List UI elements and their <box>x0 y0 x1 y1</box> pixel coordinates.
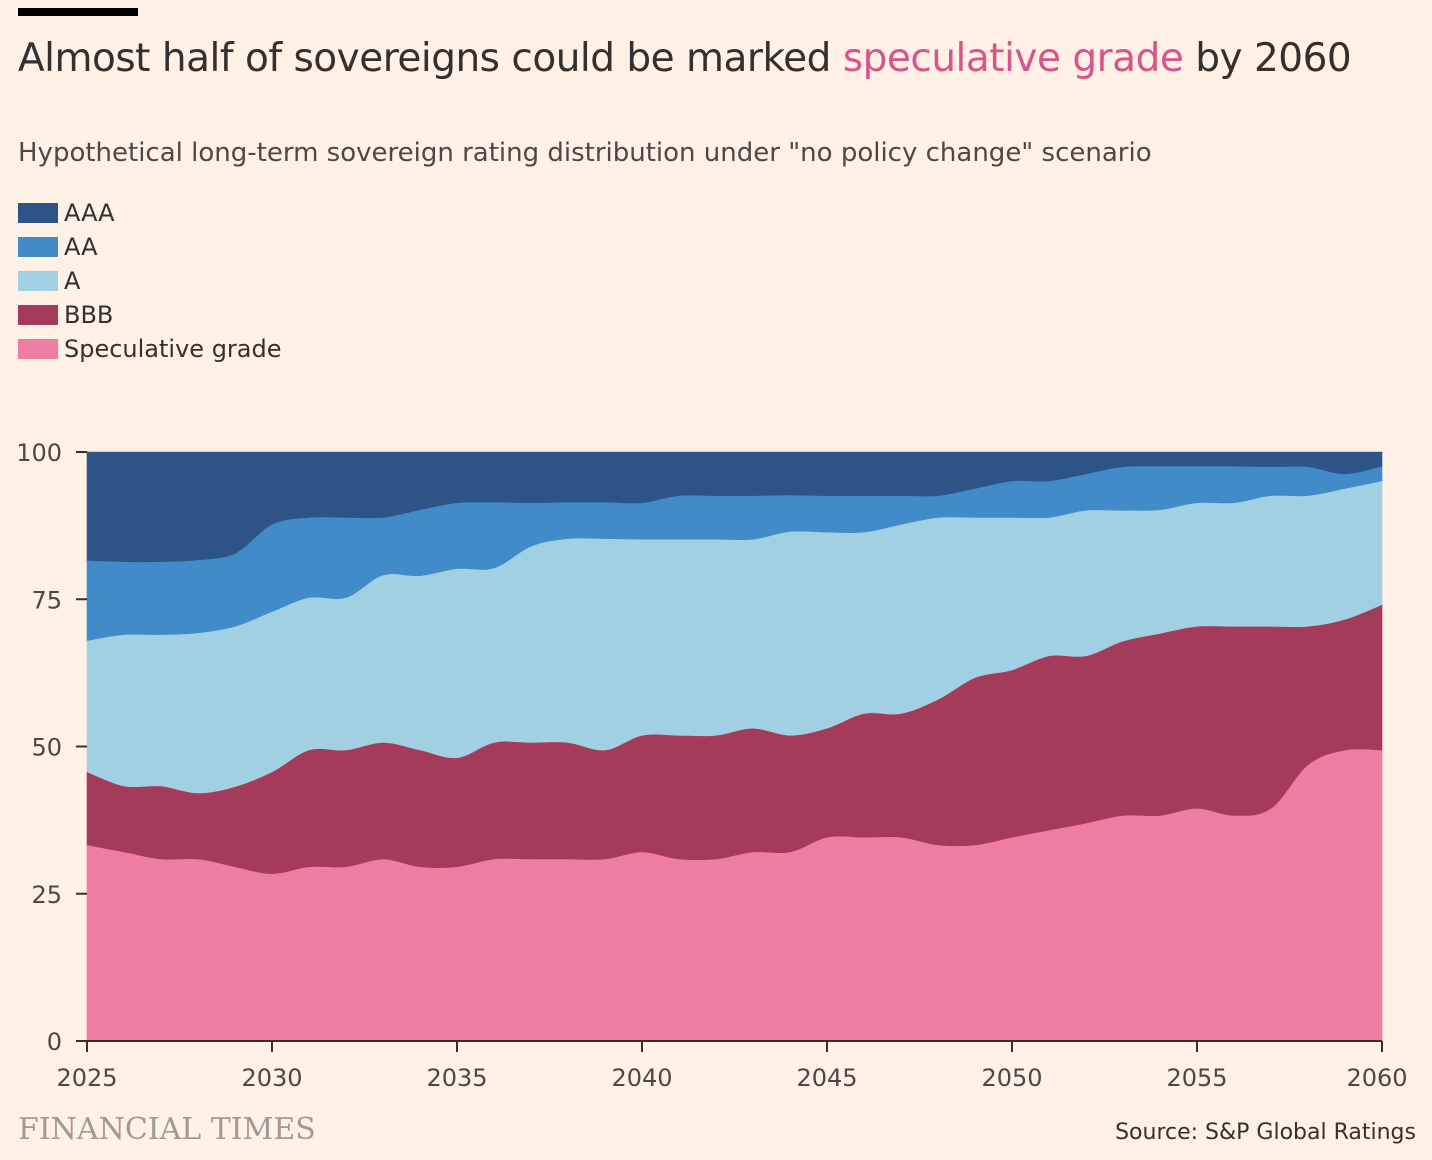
legend-swatch <box>18 305 58 325</box>
y-tick-label: 100 <box>16 439 62 467</box>
x-tick-label: 2060 <box>1346 1064 1407 1092</box>
legend-label: AA <box>64 233 98 261</box>
x-tick-label: 2050 <box>981 1064 1042 1092</box>
title-text-after: by 2060 <box>1183 36 1352 81</box>
y-tick-label: 25 <box>31 881 62 909</box>
x-tick-label: 2045 <box>796 1064 857 1092</box>
x-tick-label: 2055 <box>1166 1064 1227 1092</box>
legend: AAA AA A BBB Speculative grade <box>18 196 282 366</box>
chart-subtitle: Hypothetical long-term sovereign rating … <box>18 138 1152 168</box>
legend-swatch <box>18 237 58 257</box>
source-note: Source: S&P Global Ratings <box>1115 1120 1416 1145</box>
x-tick-label: 2025 <box>56 1064 117 1092</box>
x-tick-label: 2040 <box>611 1064 672 1092</box>
x-tick-label: 2035 <box>426 1064 487 1092</box>
y-tick-label: 0 <box>47 1028 62 1056</box>
legend-swatch <box>18 339 58 359</box>
chart-title: Almost half of sovereigns could be marke… <box>18 36 1352 81</box>
area-chart: 0 25 50 75 100 2025 2030 2035 2040 2045 2050 2055 20… <box>16 439 1407 1092</box>
y-tick-label: 75 <box>31 586 62 614</box>
legend-item: AAA <box>18 196 282 230</box>
brand-bar <box>18 8 138 16</box>
legend-item: Speculative grade <box>18 332 282 366</box>
legend-label: BBB <box>64 301 114 329</box>
title-highlight: speculative grade <box>842 36 1184 81</box>
legend-label: Speculative grade <box>64 335 282 363</box>
legend-item: AA <box>18 230 282 264</box>
ft-logo: FINANCIAL TIMES <box>18 1112 316 1147</box>
title-text-before: Almost half of sovereigns could be marke… <box>18 36 843 81</box>
y-tick-label: 50 <box>31 734 62 762</box>
legend-item: A <box>18 264 282 298</box>
x-tick-label: 2030 <box>241 1064 302 1092</box>
area-series <box>86 451 1383 563</box>
legend-swatch <box>18 271 58 291</box>
legend-label: AAA <box>64 199 115 227</box>
legend-swatch <box>18 203 58 223</box>
legend-item: BBB <box>18 298 282 332</box>
legend-label: A <box>64 267 81 295</box>
